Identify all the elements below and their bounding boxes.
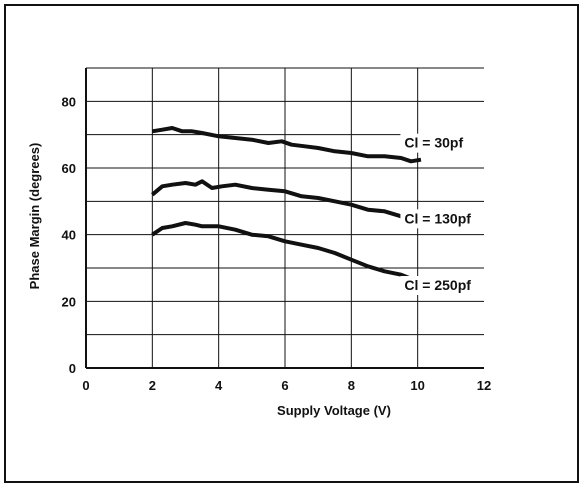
x-tick-label: 10 xyxy=(410,378,424,393)
x-tick-label: 6 xyxy=(281,378,288,393)
x-tick-label: 2 xyxy=(149,378,156,393)
chart-frame xyxy=(4,4,579,483)
series-label-bg xyxy=(400,209,487,229)
series-line xyxy=(151,179,422,224)
series-label-bg xyxy=(400,133,487,153)
x-tick-label: 12 xyxy=(477,378,491,393)
x-tick-label: 0 xyxy=(82,378,89,393)
series-label: Cl = 130pf xyxy=(404,210,471,226)
series-line xyxy=(151,126,422,164)
series-label-bg xyxy=(400,276,487,295)
series-lines: Cl = 30pf Cl = 130pf Cl = 250pf xyxy=(151,126,487,295)
y-tick-label: 0 xyxy=(69,361,76,376)
x-tick-label: 8 xyxy=(348,378,355,393)
y-tick-label: 40 xyxy=(62,228,76,243)
y-tick-label: 20 xyxy=(62,294,76,309)
series-label: Cl = 250pf xyxy=(404,277,471,293)
axes xyxy=(85,68,484,369)
y-axis-title: Phase Margin (degrees) xyxy=(27,143,42,290)
x-tick-label: 4 xyxy=(215,378,223,393)
y-tick-label: 60 xyxy=(62,161,76,176)
tick-labels: 0 2 4 6 8 10 12 0 20 40 60 80 xyxy=(62,94,492,393)
y-tick-label: 80 xyxy=(62,94,76,109)
series-label: Cl = 30pf xyxy=(404,135,463,151)
series-line xyxy=(151,221,423,289)
x-axis-title: Supply Voltage (V) xyxy=(277,403,391,418)
